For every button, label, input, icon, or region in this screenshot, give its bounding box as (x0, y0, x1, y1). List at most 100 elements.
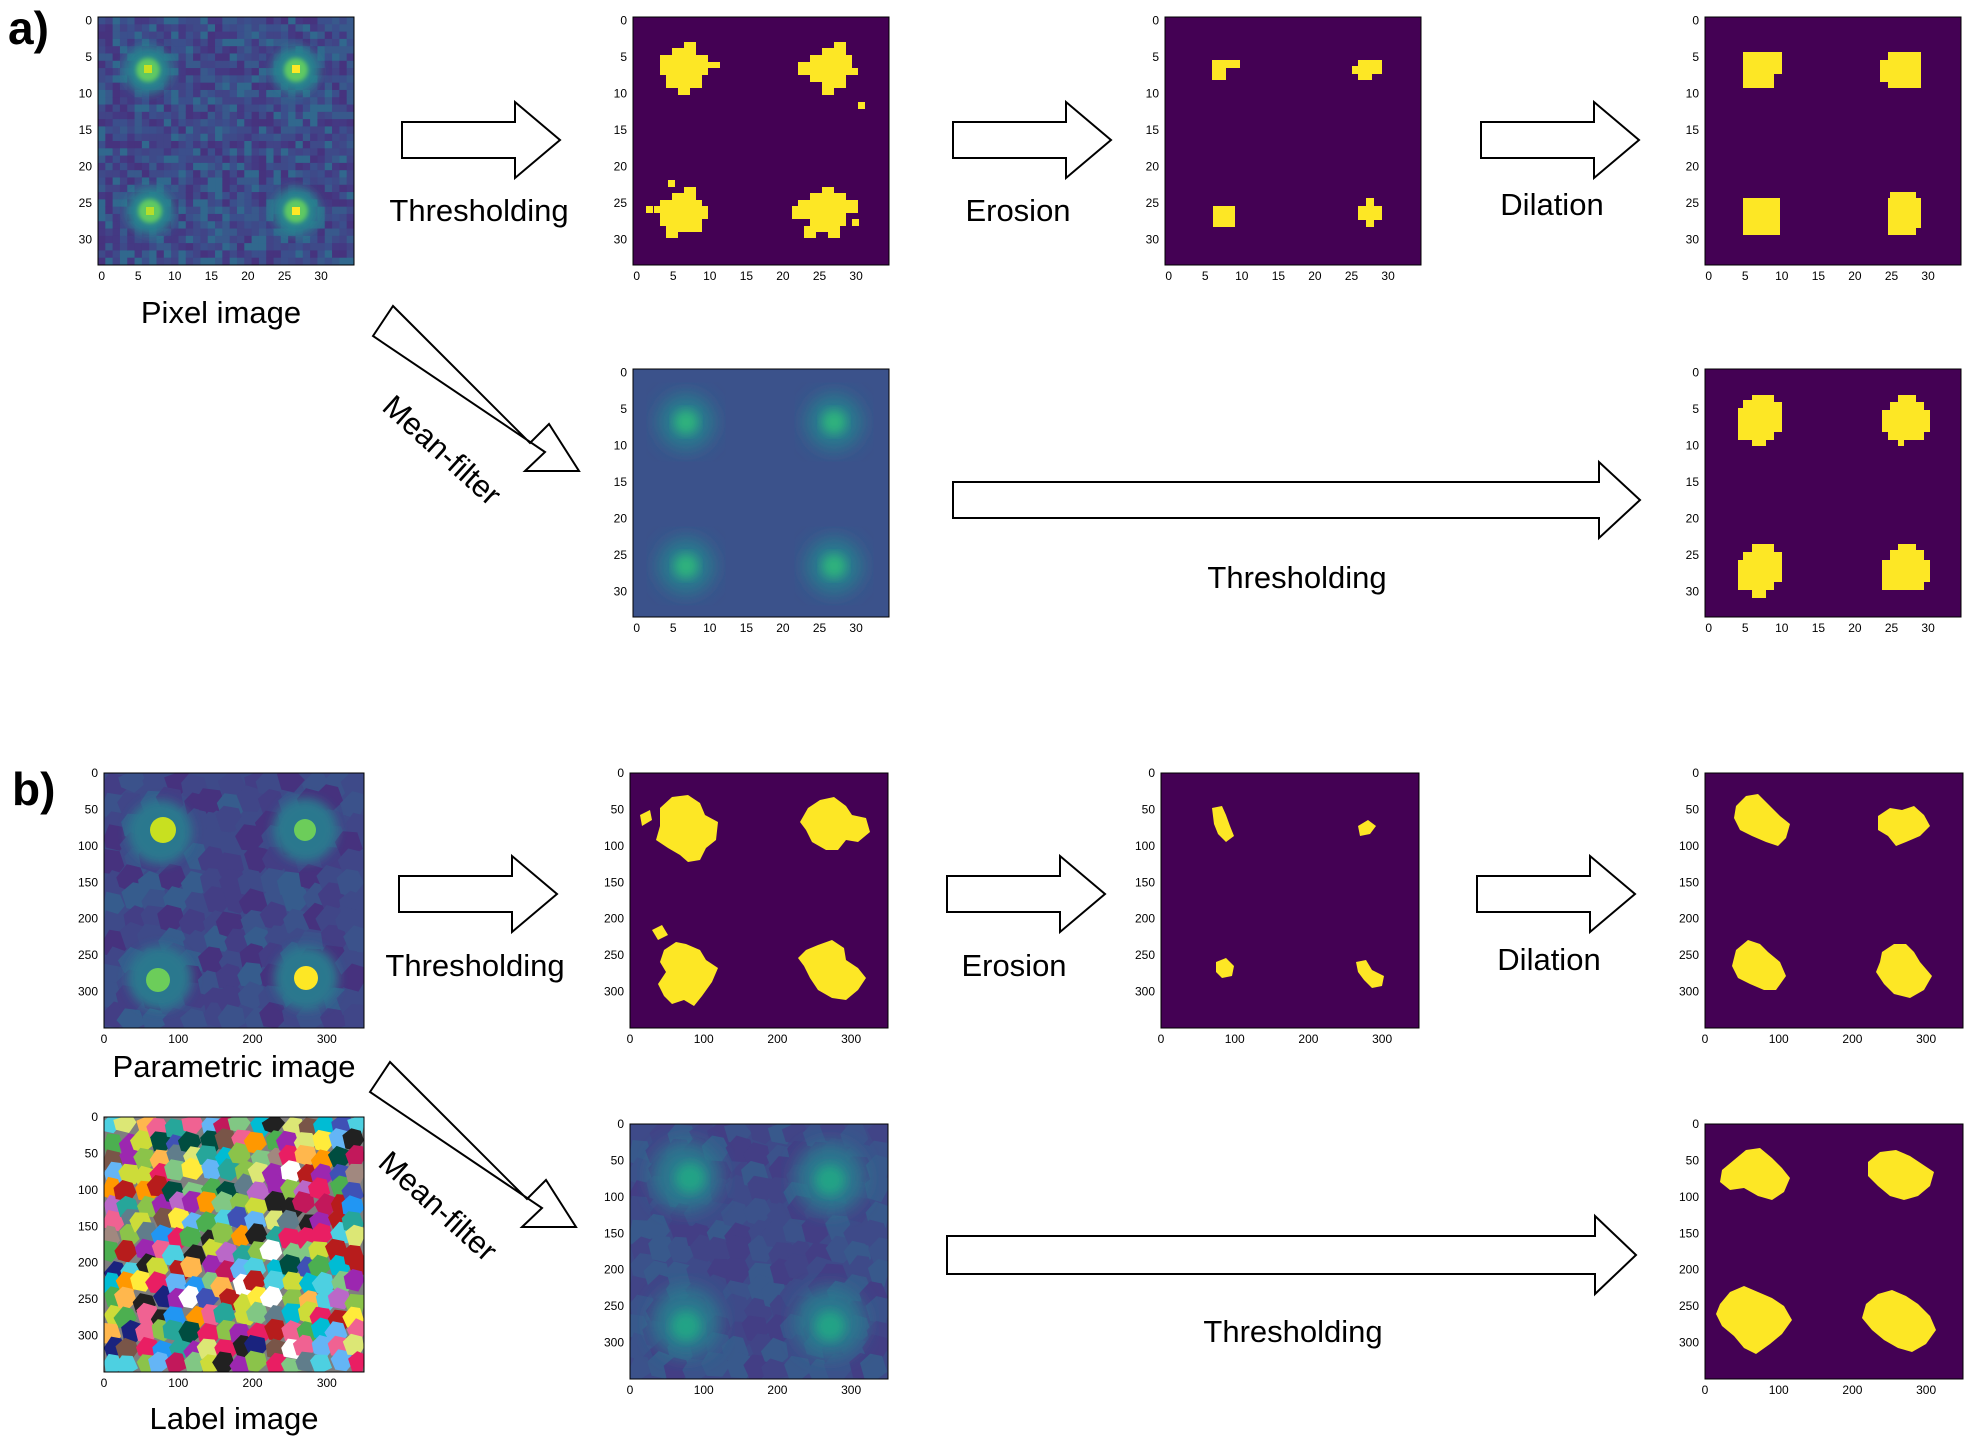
pixel-cell (266, 155, 275, 164)
pixel-cell (163, 162, 172, 171)
pixel-cell (149, 104, 158, 113)
pixel-cell (324, 192, 333, 200)
pixel-cell (105, 111, 114, 120)
pixel-cell (317, 162, 326, 171)
pixel-cell (207, 111, 216, 120)
pixel-cell (317, 82, 326, 91)
pixel-cell (258, 24, 267, 33)
pixel-cell (127, 133, 136, 142)
pixel-cell (236, 97, 245, 106)
pixel-cell (149, 111, 158, 120)
pixel-cell (134, 162, 143, 171)
x-tick-label: 100 (1769, 1032, 1789, 1046)
pixel-cell (236, 235, 245, 244)
pixel-cell (251, 111, 260, 120)
pixel-cell (346, 60, 355, 69)
pixel-cell (310, 97, 318, 106)
pixel-cell (163, 89, 172, 98)
pixel-cell (236, 60, 245, 69)
label-cell (165, 1352, 188, 1372)
pixel-cell (127, 250, 136, 259)
pixel-cell (127, 141, 136, 149)
pixel-cell (295, 104, 304, 113)
pixel-cell (112, 235, 121, 244)
pixel-cell (105, 250, 114, 259)
pixel-cell (324, 243, 333, 251)
pixel-cell (229, 119, 238, 127)
pixel-cell (207, 162, 216, 171)
pixel-cell (105, 60, 114, 69)
pixel-cell (185, 213, 194, 222)
pixel-cell (215, 162, 223, 171)
pixel-cell (251, 68, 260, 76)
label-cell (243, 1131, 267, 1154)
label-cell (118, 1163, 141, 1185)
pixel-cell (215, 257, 223, 266)
pixel-cell (134, 31, 143, 40)
pixel-cell (105, 155, 114, 164)
pixel-cell (346, 250, 355, 259)
pixel-cell (156, 133, 165, 142)
pixel-cell (200, 250, 209, 259)
pixel-cell (317, 206, 326, 215)
pixel-cell (207, 243, 216, 251)
pixel-cell (134, 17, 143, 25)
pixel-cell (215, 148, 223, 157)
pixel-cell (346, 221, 355, 230)
pixel-cell (266, 104, 275, 113)
y-tick-label: 100 (604, 1190, 624, 1204)
pixel-cell (310, 257, 318, 266)
pixel-cell (236, 111, 245, 120)
pixel-cell (310, 177, 318, 186)
pixel-cell (310, 184, 318, 193)
pixel-cell (332, 75, 340, 84)
y-tick-label: 50 (611, 1153, 625, 1167)
pixel-cell (339, 126, 348, 135)
pixel-cell (258, 235, 267, 244)
pixel-cell (119, 68, 128, 76)
pixel-cell (119, 257, 128, 266)
pixel-cell (171, 104, 179, 113)
pixel-cell (236, 24, 245, 33)
pixel-cell (302, 119, 311, 127)
pixel-cell (119, 221, 128, 230)
pixel-cell (288, 111, 296, 120)
mean-filter-cell (784, 1253, 812, 1280)
pixel-cell (193, 119, 201, 127)
pixel-cell (324, 199, 333, 208)
pixel-cell (244, 38, 253, 47)
x-tick-label: 10 (703, 621, 717, 635)
pixel-cell (258, 60, 267, 69)
pixel-cell (258, 82, 267, 91)
pixel-cell (229, 68, 238, 76)
pixel-cell (119, 60, 128, 69)
pixel-cell (215, 126, 223, 135)
pixel-cell (163, 257, 172, 266)
label-cell (227, 1117, 251, 1133)
pixel-cell (346, 141, 355, 149)
pixel-cell (236, 162, 245, 171)
pixel-cell (229, 177, 238, 186)
label-cell (342, 1128, 364, 1151)
pixel-cell (98, 192, 106, 200)
label-cell (114, 1239, 138, 1263)
x-tick-label: 100 (694, 1383, 714, 1397)
x-tick-label: 200 (767, 1032, 787, 1046)
pixel-cell (119, 235, 128, 244)
pixel-cell (185, 243, 194, 251)
pixel-cell (105, 213, 114, 222)
pixel-cell (295, 133, 304, 142)
pixel-cell (332, 162, 340, 171)
pixel-cell (207, 104, 216, 113)
pixel-cell (193, 257, 201, 266)
pixel-cell (317, 68, 326, 76)
pixel-cell (185, 82, 194, 91)
pixel-cell (171, 46, 179, 54)
pixel-cell (193, 75, 201, 84)
pixel-cell (295, 24, 304, 33)
pixel-cell (229, 250, 238, 259)
dilation-a-blobs (1743, 52, 1921, 235)
pixel-cell (302, 148, 311, 157)
mean-filter-cell (761, 1220, 789, 1248)
pixel-cell (346, 53, 355, 62)
